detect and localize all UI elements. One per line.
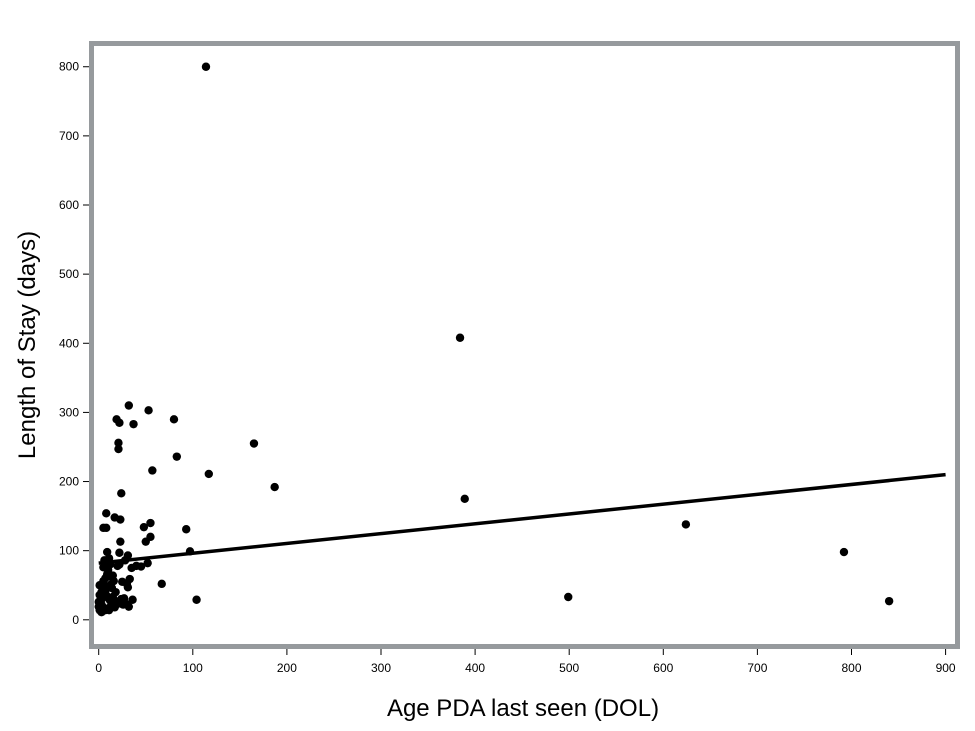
data-point [100, 556, 109, 565]
y-tick-label: 200 [59, 475, 79, 489]
data-point [192, 595, 201, 604]
data-point [99, 523, 108, 533]
y-tick-label: 600 [59, 198, 79, 212]
data-point [94, 597, 103, 607]
x-tick-label: 600 [653, 661, 673, 675]
data-point [157, 579, 166, 589]
data-point [102, 509, 111, 518]
data-point [128, 595, 137, 604]
data-point [460, 494, 469, 504]
trend-line [98, 472, 946, 565]
y-tick-label: 300 [59, 405, 79, 419]
data-point [839, 547, 849, 557]
x-axis-title: Age PDA last seen (DOL) [387, 695, 659, 722]
data-point [681, 520, 691, 529]
data-point [118, 577, 127, 586]
x-tick-label: 200 [277, 661, 297, 675]
y-tick-label: 400 [59, 336, 79, 350]
x-tick-label: 900 [936, 661, 956, 675]
data-points [94, 62, 894, 617]
data-point [112, 415, 121, 424]
data-point [455, 333, 465, 342]
data-point [148, 466, 157, 475]
data-point [114, 444, 123, 454]
y-tick-label: 700 [59, 129, 79, 143]
data-point [182, 525, 191, 534]
data-point [201, 62, 211, 71]
data-point [143, 558, 152, 568]
data-point [116, 537, 125, 546]
data-point [95, 581, 104, 590]
data-point [124, 401, 134, 410]
data-point [115, 548, 124, 557]
data-point [99, 563, 108, 572]
data-point [884, 596, 894, 606]
data-point [127, 563, 136, 573]
data-point [102, 592, 112, 601]
data-point [185, 547, 195, 556]
data-point [270, 482, 279, 492]
y-tick-label: 0 [72, 613, 79, 627]
x-tick-label: 500 [559, 661, 579, 675]
x-tick-label: 0 [95, 661, 102, 675]
data-point [141, 537, 150, 546]
data-point [564, 592, 573, 602]
data-point [144, 406, 153, 415]
data-point [129, 419, 138, 429]
data-point [97, 607, 106, 617]
data-point [169, 415, 179, 424]
data-point [146, 518, 155, 528]
data-point [113, 561, 122, 571]
data-point [249, 439, 259, 448]
data-point [102, 547, 112, 557]
plot-frame [89, 41, 960, 649]
data-point [110, 513, 119, 522]
data-point [114, 438, 123, 448]
data-point [172, 452, 182, 461]
x-tick-label: 300 [371, 661, 391, 675]
y-tick-label: 100 [59, 544, 79, 558]
y-axis-title: Length of Stay (days) [14, 231, 41, 459]
x-tick-label: 700 [747, 661, 767, 675]
data-point [139, 522, 149, 532]
data-point [123, 583, 133, 592]
data-point [104, 572, 114, 581]
x-axis-ticks: 0 100 200 300 400 500 600 700 800 900 [95, 649, 956, 675]
data-point [106, 580, 116, 589]
y-tick-label: 500 [59, 267, 79, 281]
x-tick-label: 800 [841, 661, 861, 675]
data-point [124, 602, 134, 611]
x-tick-label: 400 [465, 661, 485, 675]
y-tick-label: 800 [59, 60, 79, 74]
data-point [117, 489, 126, 498]
x-tick-label: 100 [183, 661, 203, 675]
data-point [204, 469, 213, 479]
y-axis-ticks: 0 100 200 300 400 500 600 700 800 [59, 60, 89, 627]
